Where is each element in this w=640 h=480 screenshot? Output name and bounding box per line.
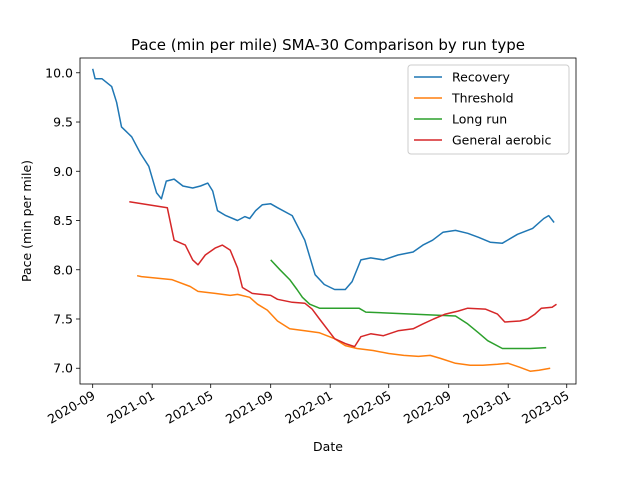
x-axis-label: Date: [313, 439, 343, 454]
series-line-general-aerobic: [129, 201, 557, 348]
y-tick-label: 7.5: [53, 311, 73, 326]
plot-frame: [79, 57, 577, 385]
x-tick-label: 2023-01: [460, 388, 513, 427]
legend-label: General aerobic: [452, 133, 552, 148]
y-tick-label: 8.5: [53, 213, 73, 228]
plot-area: [91, 68, 557, 372]
x-tick-label: 2023-05: [519, 388, 572, 427]
x-tick-label: 2021-05: [163, 388, 216, 427]
x-tick-label: 2022-01: [282, 388, 335, 427]
legend-label: Long run: [452, 112, 507, 127]
x-tick-label: 2020-09: [45, 388, 98, 427]
chart-title: Pace (min per mile) SMA-30 Comparison by…: [131, 36, 525, 54]
series-line-threshold: [136, 274, 551, 372]
legend-box: [407, 64, 570, 155]
legend-label: Threshold: [451, 91, 514, 106]
x-tick-label: 2021-09: [223, 388, 276, 427]
y-tick-label: 9.5: [53, 115, 73, 130]
x-tick-label: 2021-01: [104, 388, 157, 427]
y-tick-label: 8.0: [53, 262, 73, 277]
legend-label: Recovery: [452, 70, 511, 85]
y-tick-label: 10.0: [45, 65, 73, 80]
series-line-recovery: [91, 68, 555, 291]
x-tick-label: 2022-09: [401, 388, 454, 427]
y-axis-label: Pace (min per mile): [19, 160, 34, 282]
y-axis: 7.0 7.5 8.0 8.5 9.0 9.5 10.0: [45, 65, 80, 376]
x-tick-label: 2022-05: [341, 388, 394, 427]
legend: Recovery Threshold Long run General aerobic: [407, 64, 570, 155]
x-axis: 2020-09 2021-01 2021-05 2021-09 2022-01 2022-…: [45, 384, 572, 427]
y-tick-label: 9.0: [53, 164, 73, 179]
y-tick-label: 7.0: [53, 361, 73, 376]
series-line-long-run: [270, 259, 547, 350]
